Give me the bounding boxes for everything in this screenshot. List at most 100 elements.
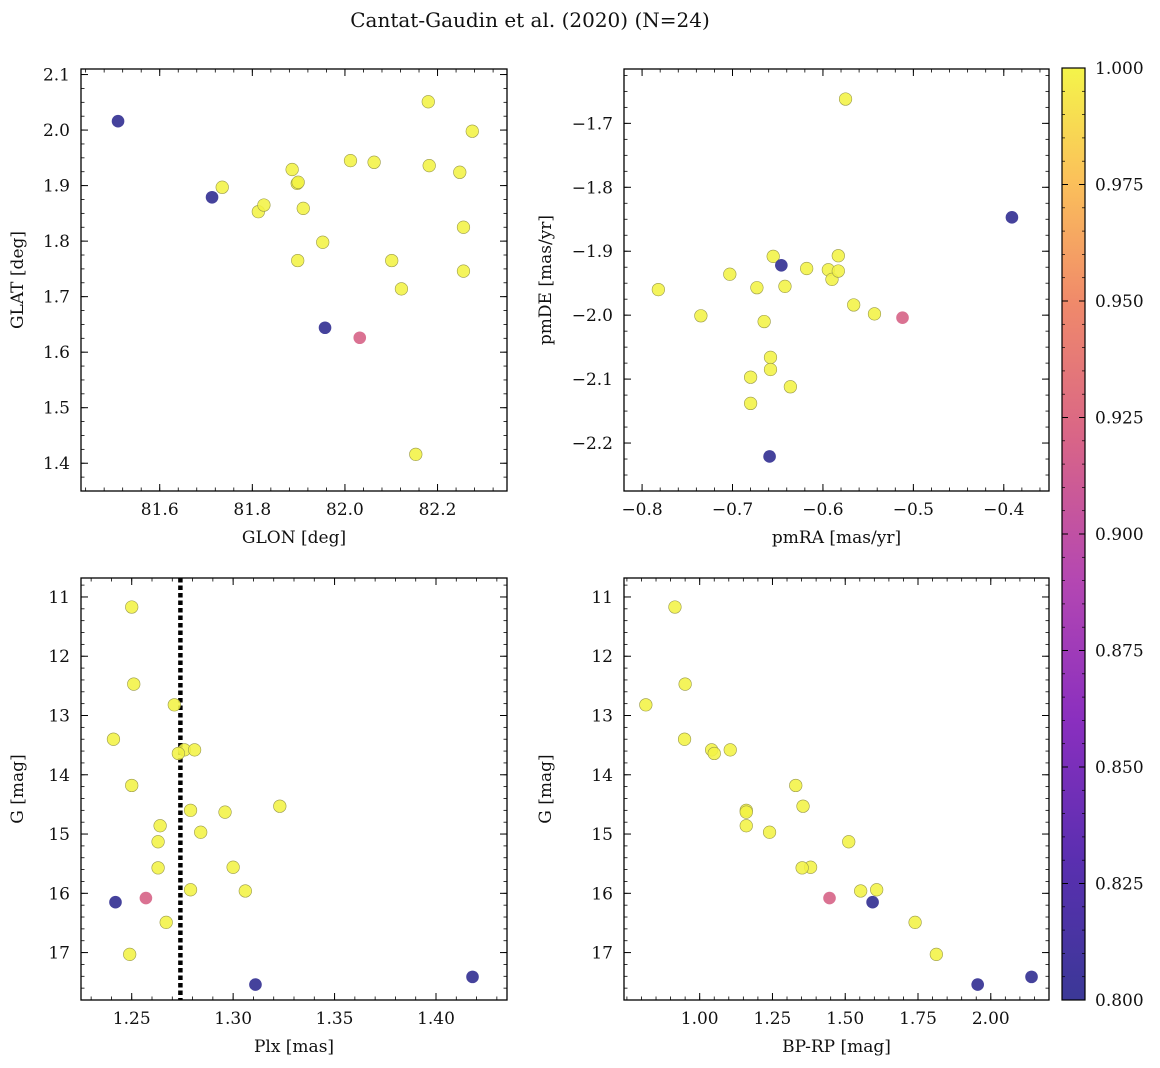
data-point	[167, 698, 181, 712]
data-point	[929, 947, 943, 961]
x-tick-label: −0.7	[712, 500, 753, 520]
data-point	[296, 201, 310, 215]
y-tick-label: 16	[591, 884, 613, 904]
y-tick-label: 14	[591, 766, 613, 786]
y-tick-label: 1.8	[43, 232, 70, 252]
data-point	[668, 600, 682, 614]
data-point	[831, 264, 845, 278]
y-tick-label: −1.8	[572, 178, 613, 198]
colorbar-tick-label: 1.000	[1095, 59, 1144, 79]
data-point	[125, 600, 139, 614]
data-point	[316, 235, 330, 249]
x-tick-label: 1.35	[316, 1009, 354, 1029]
data-point	[151, 835, 165, 849]
panel-bprp-g: 1.00 1.25 1.50 1.75 2.00 11 12 13 14 15 16 17 BP-RP …	[536, 577, 1050, 1057]
panel-glon-glat: 81.6 81.8 82.0 82.2 1.4 1.5 1.6 1.7 1.8 1.9 2.0 2.1…	[8, 66, 508, 548]
data-point	[273, 799, 287, 813]
data-point	[218, 805, 232, 819]
y-tick-label: 1.6	[43, 343, 70, 363]
data-point	[291, 253, 305, 268]
data-point	[188, 743, 202, 757]
x-axis-label: BP-RP [mag]	[782, 1037, 891, 1057]
data-point	[159, 915, 173, 929]
data-point	[795, 861, 809, 875]
data-point	[153, 819, 167, 833]
data-point	[783, 380, 797, 394]
colorbar-tick-label: 0.800	[1095, 991, 1144, 1011]
x-tick-label: 1.40	[417, 1009, 455, 1029]
data-point	[678, 677, 692, 691]
data-point	[908, 915, 922, 929]
colorbar-tick-label: 0.925	[1095, 409, 1144, 429]
x-tick-label: 82.0	[326, 500, 364, 520]
x-tick-label: −0.5	[893, 500, 934, 520]
data-point	[422, 159, 436, 173]
data-point	[1005, 211, 1019, 224]
colorbar-tick-label: 0.825	[1095, 875, 1144, 895]
data-point	[291, 175, 305, 189]
x-tick-label: −0.6	[802, 500, 843, 520]
data-point	[285, 162, 299, 177]
x-tick-label: 82.2	[419, 500, 457, 520]
data-point	[739, 819, 753, 833]
data-point	[127, 677, 141, 691]
x-tick-label: 81.6	[141, 500, 179, 520]
x-tick-label: 81.8	[233, 500, 271, 520]
axes-frame	[623, 577, 1050, 1001]
data-point	[763, 350, 778, 364]
y-axis-label: GLAT [deg]	[8, 231, 28, 329]
data-point	[215, 180, 229, 194]
figure-title: Cantat-Gaudin et al. (2020) (N=24)	[350, 8, 710, 32]
y-tick-label: 2.0	[43, 121, 70, 141]
data-point	[205, 190, 219, 204]
data-point	[763, 450, 776, 463]
data-point	[778, 279, 792, 293]
data-point	[194, 825, 208, 839]
data-point	[743, 396, 758, 411]
data-point	[318, 321, 332, 335]
x-tick-label: 1.25	[113, 1009, 151, 1029]
data-point	[1025, 970, 1038, 984]
y-tick-label: 15	[591, 825, 613, 845]
data-point	[183, 803, 198, 817]
y-tick-label: −1.9	[572, 242, 613, 262]
data-point	[796, 799, 810, 813]
data-point	[757, 314, 771, 329]
x-tick-label: −0.4	[983, 500, 1024, 520]
colorbar-tick-label: 0.900	[1095, 525, 1144, 545]
axes-frame	[80, 68, 508, 492]
data-point	[870, 883, 884, 897]
x-axis-label: GLON [deg]	[242, 528, 346, 548]
data-point	[651, 282, 665, 297]
y-axis-label: G [mag]	[536, 754, 556, 823]
x-tick-label: 1.30	[214, 1009, 252, 1029]
y-tick-label: 12	[48, 647, 70, 667]
y-tick-label: 14	[48, 766, 70, 786]
data-point	[838, 92, 853, 106]
y-tick-label: 17	[591, 944, 613, 964]
y-tick-label: 1.4	[43, 454, 70, 474]
data-point	[867, 307, 882, 321]
y-tick-label: 1.5	[43, 399, 70, 419]
data-point	[789, 778, 803, 793]
y-tick-label: 1.7	[43, 288, 70, 308]
axes-frame	[623, 68, 1050, 492]
data-point	[257, 198, 271, 212]
y-tick-label: 16	[48, 884, 70, 904]
data-point	[847, 298, 861, 312]
y-tick-label: 11	[591, 588, 613, 608]
x-tick-label: 1.75	[899, 1009, 937, 1029]
data-point	[456, 220, 471, 234]
data-point	[739, 805, 753, 819]
data-point	[800, 261, 814, 276]
panel-pmra-pmde: −0.8 −0.7 −0.6 −0.5 −0.4 −2.2 −2.1 −2.0 −1.9 −1.8…	[536, 68, 1050, 548]
colorbar-tick-label: 0.950	[1095, 292, 1144, 312]
x-tick-label: 1.25	[754, 1009, 792, 1029]
data-point	[466, 970, 479, 984]
y-axis-label: pmDE [mas/yr]	[536, 215, 556, 345]
axes-frame	[80, 577, 508, 1001]
colorbar-tick-label: 0.875	[1095, 642, 1144, 662]
y-tick-label: 2.1	[43, 66, 70, 86]
data-point	[896, 311, 909, 325]
